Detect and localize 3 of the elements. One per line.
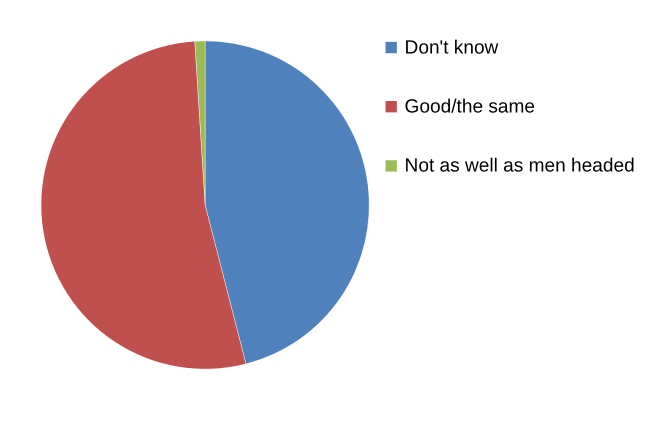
legend-label: Don't know [404,37,499,58]
legend-label: Not as well as men headed [404,156,635,177]
legend-label: Good/the same [404,96,536,118]
